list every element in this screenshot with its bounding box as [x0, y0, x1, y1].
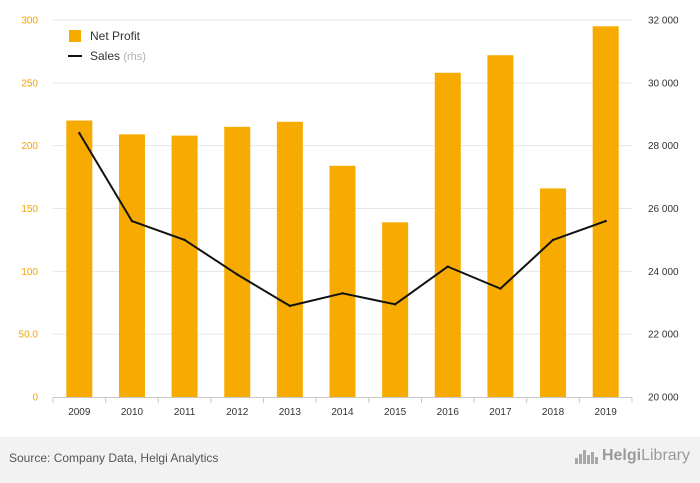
x-tick-label: 2014 [331, 407, 354, 418]
bar [224, 126, 251, 398]
bar [382, 222, 409, 397]
left-tick-label: 300 [21, 16, 38, 27]
sales-point [341, 292, 344, 295]
sales-point [130, 219, 134, 223]
bar [592, 26, 619, 398]
x-tick-label: 2017 [489, 407, 512, 418]
legend-label-sales: Sales (rhs) [90, 49, 146, 63]
right-tick-label: 22 000 [648, 330, 679, 341]
left-tick-label: 100 [21, 267, 38, 278]
sales-point [551, 238, 555, 242]
legend-rhs-note: (rhs) [123, 51, 146, 63]
x-tick-label: 2015 [384, 407, 407, 418]
legend-swatch-net-profit [69, 30, 81, 42]
sales-point [288, 304, 292, 308]
sales-point [604, 219, 607, 223]
logo-text: HelgiLibrary [601, 447, 690, 464]
right-tick-label: 32 000 [648, 16, 679, 27]
footer: Source: Company Data, Helgi Analytics He… [0, 437, 700, 483]
bar [487, 55, 514, 397]
sales-point [236, 273, 239, 276]
x-tick-label: 2012 [226, 407, 249, 418]
left-tick-label: 0 [32, 393, 38, 404]
right-tick-label: 26 000 [648, 204, 679, 215]
bar [171, 135, 198, 397]
left-tick-label: 200 [21, 141, 38, 152]
combo-chart: 0 50.0 100 150 200 250 300 20 000 22 000 24 000 26… [19, 16, 679, 419]
left-tick-label: 50.0 [19, 330, 39, 341]
legend-label-net-profit: Net Profit [90, 29, 141, 43]
helgi-library-logo[interactable]: HelgiLibrary [574, 447, 690, 465]
left-tick-label: 250 [21, 78, 38, 89]
bar [276, 121, 303, 397]
sales-point [499, 287, 502, 290]
x-tick-label: 2016 [437, 407, 460, 418]
x-tick-label: 2018 [542, 407, 565, 418]
logo-icon [574, 448, 598, 464]
right-tick-label: 30 000 [648, 78, 679, 89]
x-tick-label: 2013 [279, 407, 302, 418]
bar [66, 120, 93, 398]
right-tick-label: 28 000 [648, 141, 679, 152]
x-tick-label: 2019 [595, 407, 618, 418]
x-tick-label: 2009 [68, 407, 91, 418]
sales-point [446, 265, 449, 268]
bar [329, 165, 356, 397]
bar [434, 72, 461, 397]
x-tick-label: 2010 [121, 407, 144, 418]
sales-point [78, 131, 81, 135]
source-note: Source: Company Data, Helgi Analytics [9, 451, 219, 465]
right-tick-label: 20 000 [648, 393, 679, 404]
left-tick-label: 150 [21, 204, 38, 215]
right-tick-label: 24 000 [648, 267, 679, 278]
bar [540, 188, 567, 397]
sales-point [183, 238, 186, 242]
bar [118, 134, 145, 397]
sales-point [393, 303, 397, 306]
x-tick-label: 2011 [174, 407, 196, 418]
